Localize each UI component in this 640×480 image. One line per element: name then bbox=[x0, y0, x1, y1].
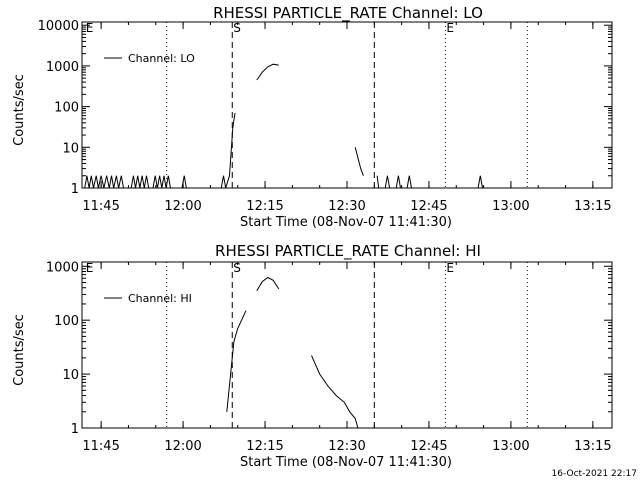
x-tick-label: 13:00 bbox=[492, 439, 529, 454]
plot-frame bbox=[81, 261, 613, 429]
x-tick-label: 12:30 bbox=[328, 439, 365, 454]
event-marker-label: E bbox=[446, 261, 454, 275]
event-marker-label: E bbox=[86, 21, 94, 35]
timestamp: 16-Oct-2021 22:17 bbox=[552, 469, 637, 479]
y-tick-label: 1000 bbox=[46, 260, 79, 275]
x-tick-label: 12:15 bbox=[246, 439, 283, 454]
x-tick-label: 11:45 bbox=[82, 199, 119, 214]
legend-label-lo: Channel: LO bbox=[128, 52, 195, 65]
y-tick-label: 1 bbox=[71, 182, 79, 197]
event-marker-label: E bbox=[446, 21, 454, 35]
y-tick-label: 10000 bbox=[38, 19, 79, 34]
x-axis-label-lo: Start Time (08-Nov-07 11:41:30) bbox=[240, 215, 452, 230]
y-axis-label-lo: Counts/sec bbox=[12, 74, 27, 146]
y-tick-label: 10 bbox=[62, 368, 79, 383]
y-tick-label: 10 bbox=[62, 141, 79, 156]
x-tick-label: 12:15 bbox=[246, 199, 283, 214]
x-axis-label-hi: Start Time (08-Nov-07 11:41:30) bbox=[240, 455, 452, 470]
x-tick-label: 12:00 bbox=[164, 199, 201, 214]
event-marker-label: S bbox=[233, 261, 241, 275]
plot-frame bbox=[81, 21, 613, 189]
x-tick-label: 12:45 bbox=[410, 439, 447, 454]
event-marker-label: S bbox=[233, 21, 241, 35]
chart-title-lo: RHESSI PARTICLE_RATE Channel: LO bbox=[213, 4, 483, 23]
y-tick-label: 1 bbox=[71, 422, 79, 437]
series-line bbox=[226, 276, 359, 429]
chart-title-hi: RHESSI PARTICLE_RATE Channel: HI bbox=[215, 242, 481, 261]
x-tick-label: 13:15 bbox=[574, 199, 611, 214]
y-tick-label: 100 bbox=[54, 101, 79, 116]
y-tick-label: 100 bbox=[54, 314, 79, 329]
y-axis-label-hi: Counts/sec bbox=[12, 314, 27, 386]
x-tick-label: 12:45 bbox=[410, 199, 447, 214]
event-marker-label: E bbox=[86, 261, 94, 275]
lo-channel-panel: RHESSI PARTICLE_RATE Channel: LO Start T… bbox=[12, 4, 613, 230]
hi-channel-panel: RHESSI PARTICLE_RATE Channel: HI Start T… bbox=[12, 242, 613, 470]
x-tick-label: 11:45 bbox=[82, 439, 119, 454]
x-tick-label: 13:00 bbox=[492, 199, 529, 214]
legend-label-hi: Channel: HI bbox=[128, 292, 192, 305]
x-tick-label: 13:15 bbox=[574, 439, 611, 454]
x-tick-label: 12:00 bbox=[164, 439, 201, 454]
y-tick-label: 1000 bbox=[46, 60, 79, 75]
x-tick-label: 12:30 bbox=[328, 199, 365, 214]
series-line bbox=[84, 63, 483, 189]
